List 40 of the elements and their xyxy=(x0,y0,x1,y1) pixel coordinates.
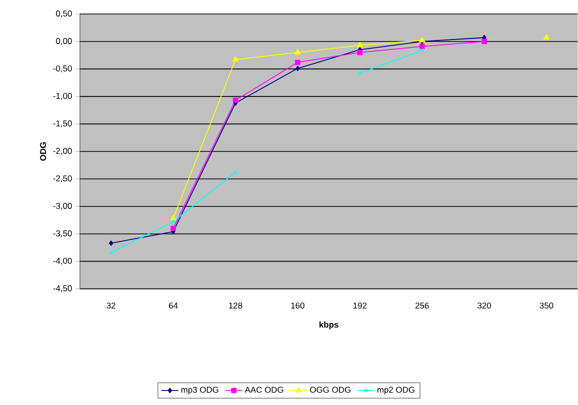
x-tick-label: 160 xyxy=(291,302,304,309)
x-tick-label: 192 xyxy=(353,302,367,309)
point xyxy=(295,60,300,66)
y-tick-label: -0,50 xyxy=(53,66,72,73)
x-tick-label: 256 xyxy=(415,302,429,309)
point xyxy=(294,49,301,55)
y-tick-label: 0,00 xyxy=(56,38,72,46)
y-tick-label: -4,00 xyxy=(53,258,72,265)
legend-label: mp2 ODG xyxy=(377,386,414,395)
point xyxy=(170,226,176,232)
y-tick-label: -3,50 xyxy=(53,230,72,238)
point xyxy=(171,220,176,224)
point xyxy=(357,50,363,56)
legend-label: AAC ODG xyxy=(244,386,284,393)
y-tick-label: -4,50 xyxy=(53,285,72,292)
y-axis-title: ODG xyxy=(40,142,46,161)
legend-label: mp3 ODG xyxy=(181,386,218,395)
x-tick-label: 350 xyxy=(540,302,554,309)
y-tick-label: 0,50 xyxy=(56,10,72,18)
point xyxy=(482,38,487,44)
legend-label: OGG ODG xyxy=(310,386,350,393)
x-tick-label: 128 xyxy=(229,302,242,309)
y-tick-label: -1,50 xyxy=(53,120,72,128)
x-tick-label: 32 xyxy=(106,302,116,309)
x-tick-label: 64 xyxy=(168,302,178,309)
y-tick-label: -3,00 xyxy=(53,203,72,210)
point xyxy=(543,34,550,40)
point xyxy=(170,215,176,221)
y-tick-label: -2,00 xyxy=(53,148,72,156)
y-tick-label: -1,00 xyxy=(53,93,72,100)
y-tick-label: -2,50 xyxy=(53,176,72,183)
point xyxy=(232,98,238,104)
x-axis-title: kbps xyxy=(319,322,338,330)
point xyxy=(232,56,239,62)
point xyxy=(419,44,425,50)
x-tick-label: 320 xyxy=(478,302,492,309)
point xyxy=(358,71,362,76)
point xyxy=(356,42,363,48)
point xyxy=(296,66,300,72)
point xyxy=(108,240,114,246)
